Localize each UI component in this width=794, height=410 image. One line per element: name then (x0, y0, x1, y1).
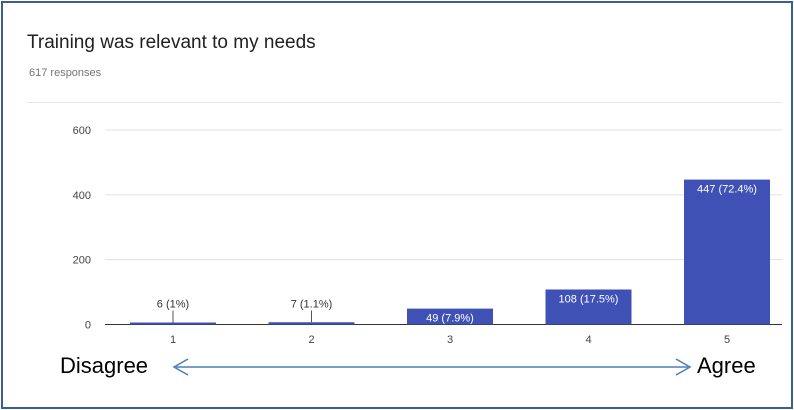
arrow-head-left (172, 358, 189, 376)
chart-title: Training was relevant to my needs (27, 32, 316, 53)
x-tick-label: 5 (724, 334, 730, 346)
arrow-head-right (675, 358, 692, 376)
x-tick-label: 3 (447, 334, 453, 346)
data-label: 108 (17.5%) (559, 293, 619, 305)
x-tick-label: 4 (585, 334, 591, 346)
y-tick-label: 600 (73, 125, 91, 137)
data-label: 7 (1.1%) (291, 299, 333, 311)
y-tick-label: 0 (85, 320, 91, 332)
bar (268, 322, 355, 325)
agree-label: Agree (697, 353, 756, 378)
x-tick-label: 1 (170, 334, 176, 346)
data-label: 49 (7.9%) (426, 313, 474, 325)
response-count: 617 responses (29, 67, 102, 79)
bar (684, 179, 770, 325)
y-tick-label: 200 (73, 255, 91, 267)
bar (130, 322, 216, 325)
bar (545, 289, 632, 325)
bar (407, 308, 493, 325)
data-label: 447 (72.4%) (697, 184, 757, 196)
y-tick-label: 400 (73, 190, 91, 202)
x-tick-label: 2 (308, 334, 314, 346)
disagree-label: Disagree (60, 353, 149, 378)
data-label: 6 (1%) (157, 299, 189, 311)
header-divider (27, 102, 782, 103)
